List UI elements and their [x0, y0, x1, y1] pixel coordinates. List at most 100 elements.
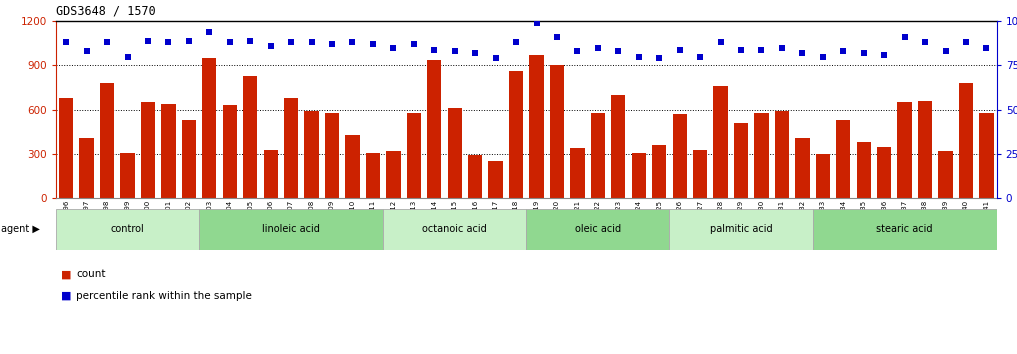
Bar [632, 153, 646, 198]
Text: GDS3648 / 1570: GDS3648 / 1570 [56, 5, 156, 18]
Bar [836, 120, 850, 198]
Bar [813, 209, 997, 250]
Point [78, 48, 95, 54]
Text: palmitic acid: palmitic acid [710, 224, 772, 234]
Bar [100, 83, 114, 198]
Bar [407, 113, 421, 198]
Bar [591, 113, 605, 198]
Point [507, 40, 524, 45]
Point [242, 38, 258, 44]
Point [774, 45, 790, 51]
Bar [669, 209, 813, 250]
Bar [571, 148, 585, 198]
Point [549, 34, 565, 40]
Bar [939, 151, 953, 198]
Bar [795, 138, 810, 198]
Bar [672, 114, 686, 198]
Bar [816, 154, 830, 198]
Point [139, 38, 156, 44]
Bar [856, 142, 871, 198]
Bar [284, 98, 298, 198]
Text: stearic acid: stearic acid [877, 224, 933, 234]
Point [876, 52, 892, 58]
Text: ■: ■ [61, 291, 71, 301]
Text: control: control [111, 224, 144, 234]
Bar [182, 120, 196, 198]
Point [303, 40, 319, 45]
Bar [755, 113, 769, 198]
Bar [897, 102, 912, 198]
Point [897, 34, 913, 40]
Point [99, 40, 115, 45]
Bar [979, 113, 994, 198]
Bar [527, 209, 669, 250]
Bar [324, 113, 340, 198]
Bar [550, 65, 564, 198]
Point [692, 54, 708, 59]
Point [917, 40, 934, 45]
Point [323, 41, 340, 47]
Point [222, 40, 238, 45]
Bar [508, 72, 523, 198]
Bar [243, 76, 257, 198]
Bar [530, 55, 544, 198]
Bar [202, 58, 217, 198]
Bar [488, 161, 502, 198]
Point [590, 45, 606, 51]
Point [713, 40, 729, 45]
Point [794, 50, 811, 56]
Bar [304, 111, 318, 198]
Point [119, 54, 135, 59]
Bar [120, 153, 134, 198]
Point [610, 48, 626, 54]
Text: octanoic acid: octanoic acid [422, 224, 487, 234]
Point [570, 48, 586, 54]
Bar [263, 149, 278, 198]
Point [406, 41, 422, 47]
Bar [162, 104, 176, 198]
Point [467, 50, 483, 56]
Point [754, 47, 770, 52]
Bar [959, 83, 973, 198]
Point [181, 38, 197, 44]
Bar [652, 145, 666, 198]
Bar [775, 111, 789, 198]
Point [446, 48, 463, 54]
Bar [427, 59, 441, 198]
Text: ■: ■ [61, 269, 71, 279]
Point [385, 45, 402, 51]
Point [815, 54, 831, 59]
Bar [693, 149, 707, 198]
Bar [611, 95, 625, 198]
Point [365, 41, 381, 47]
Bar [468, 155, 482, 198]
Bar [386, 151, 401, 198]
Point [262, 43, 279, 49]
Bar [877, 147, 891, 198]
Point [958, 40, 974, 45]
Bar [56, 209, 199, 250]
Text: agent ▶: agent ▶ [1, 224, 40, 234]
Point [283, 40, 299, 45]
Point [938, 48, 954, 54]
Bar [140, 102, 156, 198]
Bar [346, 135, 360, 198]
Bar [447, 108, 462, 198]
Point [631, 54, 647, 59]
Point [529, 20, 545, 26]
Point [733, 47, 750, 52]
Text: count: count [76, 269, 106, 279]
Text: percentile rank within the sample: percentile rank within the sample [76, 291, 252, 301]
Bar [79, 138, 94, 198]
Point [201, 29, 218, 35]
Point [978, 45, 995, 51]
Bar [918, 101, 933, 198]
Point [161, 40, 177, 45]
Point [835, 48, 851, 54]
Point [487, 56, 503, 61]
Point [426, 47, 442, 52]
Point [58, 40, 74, 45]
Point [855, 50, 872, 56]
Bar [383, 209, 527, 250]
Bar [59, 98, 73, 198]
